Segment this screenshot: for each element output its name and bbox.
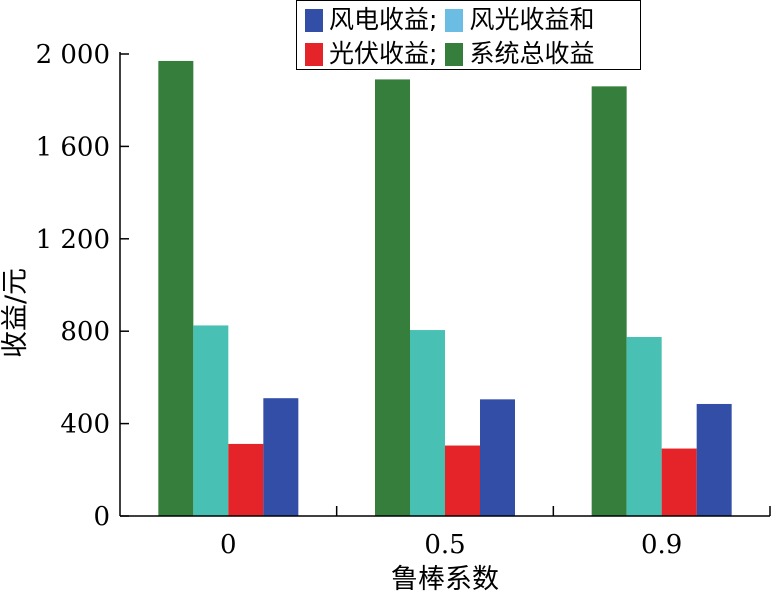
- legend-label-total: 系统总收益: [469, 39, 595, 68]
- x-tick-label: 0.9: [641, 530, 682, 560]
- y-tick-label: 1 600: [36, 132, 110, 162]
- legend-swatch-pv: [305, 42, 323, 66]
- bar-1-cat-2: [375, 79, 410, 516]
- y-tick-label: 400: [60, 410, 110, 440]
- bar-2-cat-3: [626, 336, 662, 516]
- y-tick-label: 0: [93, 502, 110, 532]
- axes-group: 0 400 800 1 200 1 600 2 000 0 0.5 0.9: [36, 40, 771, 560]
- legend: 风电收益; 风光收益和 光伏收益; 系统总收益: [296, 0, 641, 70]
- y-tick-label: 1 200: [36, 225, 110, 255]
- legend-row-2: 光伏收益; 系统总收益: [297, 36, 594, 70]
- legend-swatch-total: [445, 42, 464, 66]
- bar-2-cat-2: [410, 330, 445, 516]
- bar-4-cat-3: [696, 403, 732, 516]
- legend-swatch-wind-solar: [445, 8, 464, 32]
- bar-2-cat-1: [193, 325, 229, 516]
- legend-label-wind-solar: 风光收益和: [469, 5, 595, 34]
- bars-group: [158, 60, 732, 517]
- legend-row-1: 风电收益; 风光收益和: [297, 2, 594, 36]
- bar-4-cat-1: [263, 398, 299, 516]
- y-axis-title: 收益/元: [0, 268, 31, 358]
- y-tick-label: 800: [60, 317, 110, 347]
- bar-3-cat-3: [661, 448, 697, 516]
- bar-4-cat-2: [480, 399, 515, 516]
- bar-1-cat-3: [591, 86, 627, 516]
- x-axis-title: 鲁棒系数: [391, 564, 499, 594]
- bar-1-cat-1: [158, 60, 194, 517]
- bar-3-cat-2: [445, 445, 480, 516]
- legend-label-pv: 光伏收益;: [329, 39, 438, 68]
- y-tick-label: 2 000: [36, 40, 110, 70]
- legend-label-wind: 风电收益;: [329, 5, 438, 34]
- legend-swatch-wind: [305, 8, 323, 32]
- bar-3-cat-1: [228, 443, 264, 516]
- x-tick-label: 0: [220, 530, 237, 560]
- x-tick-label: 0.5: [424, 530, 465, 560]
